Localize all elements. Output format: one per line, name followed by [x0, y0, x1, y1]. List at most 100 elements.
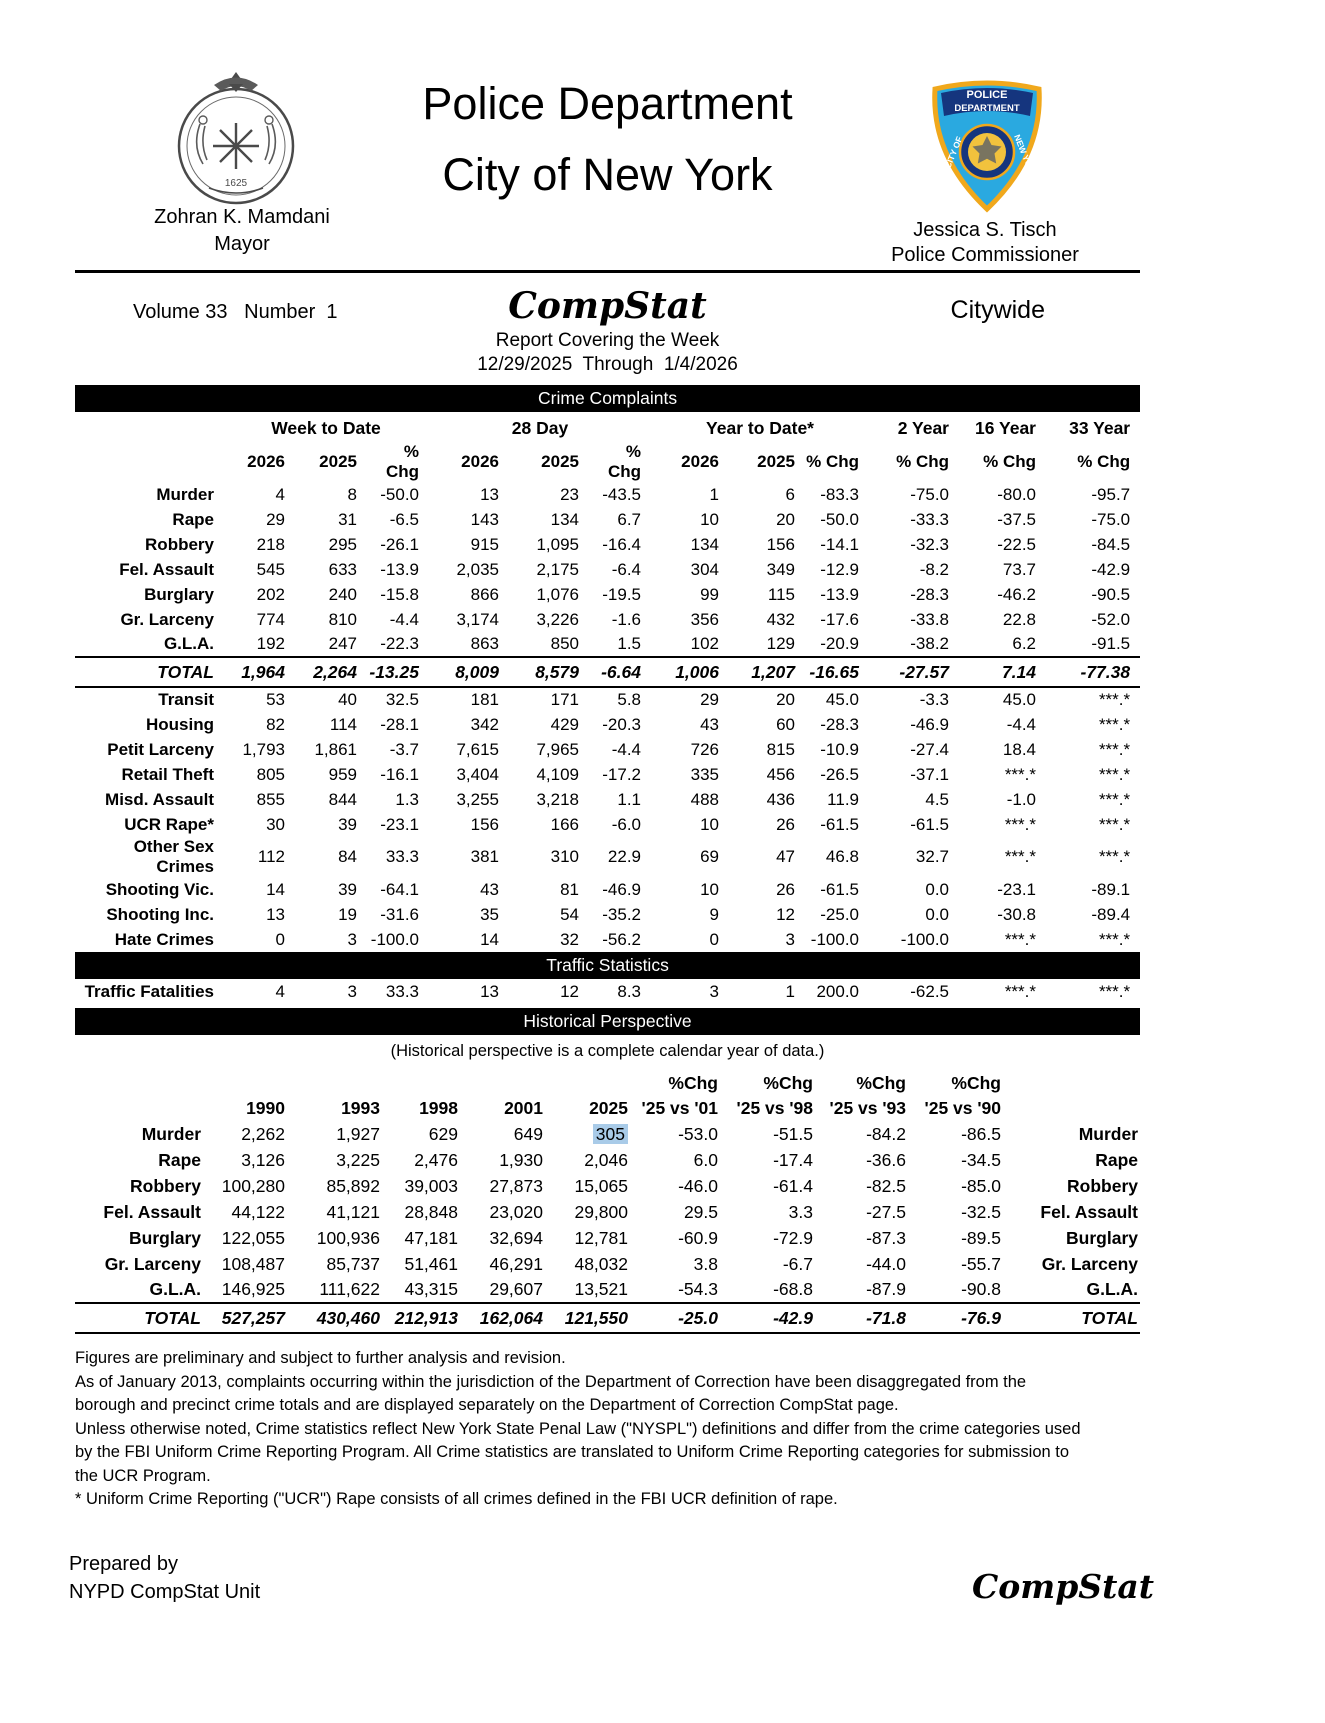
- value-cell: -100.0: [370, 929, 419, 949]
- value-cell: -12.9: [820, 559, 859, 579]
- value-cell: -27.57: [869, 656, 959, 688]
- nypd-badge-icon: POLICE DEPARTMENT CITY OF NEW YORK: [926, 74, 1048, 219]
- row-label-right: Fel. Assault: [1040, 1201, 1138, 1222]
- seal-year: 1625: [225, 178, 248, 189]
- value-cell: 1: [709, 484, 719, 504]
- pct-chg-header-row: %Chg %Chg %Chg %Chg: [75, 1071, 1140, 1096]
- value-cell: -71.8: [823, 1302, 916, 1334]
- value-cell: 430,460: [295, 1302, 390, 1334]
- value-cell: 8,009: [429, 656, 509, 688]
- value-cell: 1,861: [314, 739, 357, 759]
- value-cell: 810: [328, 609, 357, 629]
- value-cell: -4.4: [1006, 714, 1036, 734]
- row-label: Robbery: [130, 1175, 201, 1196]
- row-label: Shooting Vic.: [105, 879, 214, 899]
- value-cell: 48,032: [574, 1253, 628, 1274]
- badge-text-police: POLICE: [967, 89, 1008, 101]
- col-group-year-to-date: Year to Date*: [706, 418, 814, 438]
- value-cell: ***.*: [1004, 981, 1036, 1001]
- value-cell: 915: [470, 534, 499, 554]
- value-cell: 866: [470, 584, 499, 604]
- col-group-16-year: 16 Year: [975, 418, 1036, 438]
- value-cell: 129: [766, 634, 795, 653]
- value-cell: 99: [700, 584, 719, 604]
- value-cell: 39,003: [404, 1175, 458, 1196]
- value-cell: -61.5: [910, 814, 949, 834]
- value-cell: 181: [470, 690, 499, 709]
- value-cell: 100,280: [221, 1175, 285, 1196]
- value-cell: -32.5: [961, 1201, 1001, 1222]
- value-cell: 3.8: [693, 1253, 718, 1274]
- covering-line: Report Covering the Week: [495, 330, 720, 351]
- value-cell: -90.8: [961, 1279, 1001, 1299]
- city-seal-icon: 1625: [167, 68, 305, 215]
- value-cell: 10: [700, 814, 719, 834]
- col-group-33-year: 33 Year: [1069, 418, 1131, 438]
- table-row: Petit Larceny 1,793 1,861 -3.7 7,615 7,965 -4.…: [75, 737, 1140, 762]
- value-cell: 726: [690, 739, 719, 759]
- value-cell: 115: [767, 584, 795, 604]
- table-row: Burglary 202 240 -15.8 866 1,076 -19.5 99 115 -13…: [75, 582, 1140, 607]
- value-cell: 3.3: [788, 1201, 813, 1222]
- value-cell: 304: [690, 559, 719, 579]
- value-cell: -61.4: [773, 1175, 813, 1196]
- value-cell: 8.3: [617, 981, 641, 1001]
- value-cell: 14: [480, 929, 499, 949]
- value-cell: -6.64: [589, 656, 651, 688]
- value-cell: -20.9: [820, 634, 859, 653]
- crime-complaints-section-bar: Crime Complaints: [75, 385, 1141, 412]
- value-cell: -25.0: [638, 1302, 728, 1334]
- value-cell: 32.5: [385, 690, 419, 709]
- value-cell: 456: [766, 764, 795, 784]
- value-cell: 20: [776, 690, 795, 709]
- row-label: Rape: [158, 1149, 201, 1170]
- value-cell: -87.3: [866, 1227, 906, 1248]
- value-cell: 356: [690, 609, 719, 629]
- value-cell: -13.9: [820, 584, 859, 604]
- value-cell: -83.3: [820, 484, 859, 504]
- mayor-title: Mayor: [214, 233, 270, 255]
- col-header: 2025: [319, 452, 357, 471]
- table-row: Transit 53 40 32.5 181 171 5.8 29 20 45.0 -3.3 45.0…: [75, 687, 1140, 712]
- value-cell: 8: [347, 484, 357, 504]
- spacer-cell: [75, 412, 223, 442]
- value-cell: 73.7: [1002, 559, 1036, 579]
- value-cell: -50.0: [380, 484, 419, 504]
- row-label: Petit Larceny: [107, 739, 214, 759]
- col-group-week-to-date: Week to Date: [271, 418, 381, 438]
- column-group-header-row: Week to Date 28 Day Year to Date* 2 Year…: [75, 412, 1140, 442]
- value-cell: 47,181: [404, 1227, 458, 1248]
- table-row: Gr. Larceny 108,487 85,737 51,461 46,291 48,0…: [75, 1251, 1140, 1277]
- row-label: G.L.A.: [163, 634, 214, 653]
- commissioner-title: Police Commissioner: [891, 244, 1079, 266]
- value-cell: 3,255: [456, 789, 499, 809]
- value-cell: -84.2: [866, 1123, 906, 1144]
- col-header-pct-chg: %Chg: [856, 1073, 906, 1093]
- row-label: Fel. Assault: [119, 559, 214, 579]
- value-cell: 4.5: [925, 789, 949, 809]
- value-cell: -13.25: [367, 656, 429, 688]
- value-cell: 4: [275, 484, 285, 504]
- table-row: Housing 82 114 -28.1 342 429 -20.3 43 60 -28.3 -46…: [75, 712, 1140, 737]
- mayor-name: Zohran K. Mamdani: [154, 206, 330, 228]
- spacer-cell: [210, 1071, 638, 1096]
- row-label-right: Burglary: [1066, 1227, 1138, 1248]
- value-cell: ***.*: [1004, 764, 1036, 784]
- value-cell: -100.0: [900, 929, 949, 949]
- badge-text-department: DEPARTMENT: [954, 103, 1019, 114]
- value-cell: 1,930: [499, 1149, 543, 1170]
- traffic-section: Traffic Statistics: [75, 952, 1141, 979]
- masthead-row: Volume 33 Number 1 CompStat Citywide: [75, 285, 1140, 327]
- value-cell: 46,291: [489, 1253, 543, 1274]
- value-cell: -60.9: [678, 1227, 718, 1248]
- value-cell: 39: [338, 814, 357, 834]
- spacer-cell: [75, 1071, 210, 1096]
- value-cell: 33.3: [385, 981, 419, 1001]
- value-cell: -89.5: [961, 1227, 1001, 1248]
- value-cell: ***.*: [1004, 929, 1036, 949]
- value-cell: -90.5: [1091, 584, 1131, 604]
- table-row: G.L.A. 146,925 111,622 43,315 29,607 13,521 -5…: [75, 1277, 1140, 1303]
- value-cell: 20: [776, 509, 795, 529]
- value-cell: 14: [266, 879, 285, 899]
- crime-total-row: TOTAL 1,964 2,264 -13.25 8,009 8,579 -6.64 1,00…: [75, 656, 1141, 688]
